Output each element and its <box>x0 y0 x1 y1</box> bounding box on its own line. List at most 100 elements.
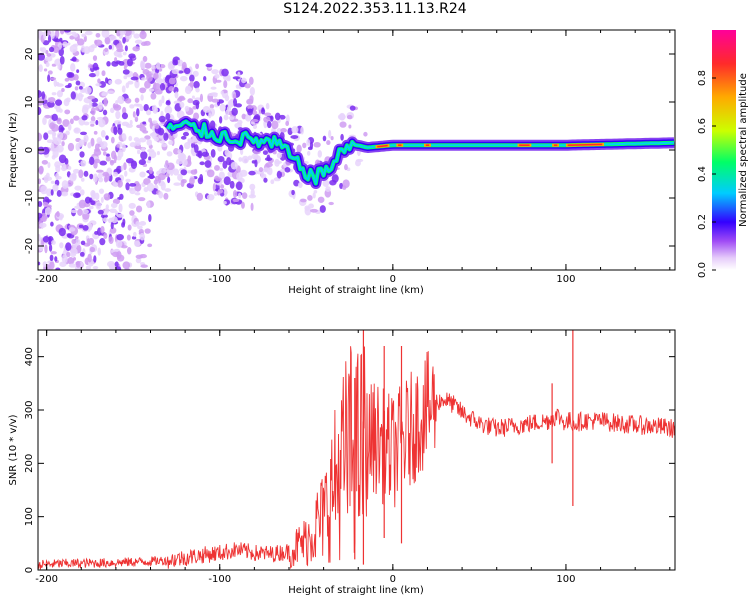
colorbar-tick-label: 0.0 <box>697 262 708 278</box>
spectrum-noise-point <box>151 104 157 112</box>
spectrum-noise-point <box>285 120 290 127</box>
spectrum-noise-point <box>219 116 223 124</box>
spectrum-noise-point <box>262 150 268 155</box>
spectrum-noise-point <box>129 142 137 148</box>
spectrum-noise-point <box>126 234 131 241</box>
spectrum-noise-point <box>180 135 187 140</box>
spectrum-noise-point <box>144 228 151 234</box>
spectrum-noise-point <box>90 106 96 116</box>
spectrum-noise-point <box>247 104 254 110</box>
spectrum-noise-point <box>153 136 159 142</box>
spectrum-noise-point <box>89 246 96 253</box>
spectrum-noise-point <box>41 159 49 165</box>
spectrum-noise-point <box>176 110 185 119</box>
spectrum-noise-point <box>75 192 81 198</box>
spectrum-noise-point <box>163 132 169 141</box>
spectrum-noise-point <box>101 91 108 96</box>
spectrum-noise-point <box>38 178 41 185</box>
spectrum-noise-point <box>100 225 105 234</box>
spectrum-noise-point <box>121 143 126 153</box>
spectrum-noise-point <box>53 79 58 87</box>
spectrum-noise-point <box>102 217 108 223</box>
colorbar-tick-label: 0.4 <box>697 166 708 182</box>
spectrum-noise-point <box>50 30 55 39</box>
spectrum-noise-point <box>108 236 114 245</box>
spectrum-noise-point <box>51 113 58 122</box>
spectrum-noise-point <box>276 152 282 159</box>
spectrum-noise-point <box>296 144 302 153</box>
spectrum-noise-point <box>82 104 90 111</box>
spectrum-noise-point <box>62 191 67 196</box>
spectrum-noise-point <box>222 160 228 169</box>
spectrum-noise-point <box>41 91 46 100</box>
spectrum-noise-point <box>141 147 146 153</box>
spectrum-noise-point <box>147 243 153 248</box>
spectrum-noise-point <box>191 95 195 99</box>
spectrum-noise-point <box>166 151 173 157</box>
spectrum-noise-point <box>50 251 57 255</box>
spectrum-noise-point <box>43 31 47 40</box>
spectrum-noise-point <box>187 138 191 144</box>
spectrum-noise-point <box>91 191 96 201</box>
spectrum-noise-point <box>302 142 307 149</box>
spectrum-noise-point <box>163 192 169 200</box>
snr-x-tick-label: 100 <box>556 574 575 585</box>
spectrum-noise-point <box>72 43 79 47</box>
spectrum-noise-point <box>87 95 96 100</box>
spectrum-noise-point <box>60 127 65 131</box>
snr-x-axis-label: Height of straight line (km) <box>288 585 424 596</box>
spectrum-noise-point <box>317 196 325 203</box>
spectrum-noise-point <box>70 248 78 256</box>
spectrum-noise-point <box>147 175 156 179</box>
spectrum-noise-point <box>235 84 241 89</box>
spectrum-noise-point <box>137 197 146 202</box>
spectrum-noise-point <box>180 169 188 176</box>
spectrum-noise-point <box>128 202 136 209</box>
spectrum-noise-point <box>65 242 72 251</box>
spectrum-noise-point <box>300 126 304 135</box>
spectrum-noise-point <box>120 165 124 172</box>
spectrum-noise-point <box>94 39 103 47</box>
spectrum-noise-point <box>67 142 75 152</box>
spectrum-noise-point <box>116 251 122 260</box>
spectrum-noise-point <box>248 76 254 85</box>
spectrum-noise-point <box>77 208 83 216</box>
spectrum-noise-point <box>95 32 101 38</box>
snr-y-tick-label: 200 <box>24 454 35 473</box>
spectrum-noise-point <box>266 121 272 129</box>
spectrum-noise-point <box>168 140 174 145</box>
spectrum-noise-point <box>79 131 87 136</box>
spectrum-noise-point <box>140 264 148 268</box>
spectrum-noise-point <box>61 180 69 189</box>
spectrum-noise-point <box>319 205 326 213</box>
spectrum-noise-point <box>94 230 99 235</box>
spectrum-noise-point <box>61 87 65 93</box>
spectrum-noise-point <box>46 139 54 144</box>
spectrum-noise-point <box>160 181 166 191</box>
spectrum-noise-point <box>71 56 77 62</box>
spectrum-noise-point <box>174 91 179 99</box>
spectrum-noise-point <box>116 143 120 148</box>
spectrum-noise-point <box>118 61 125 66</box>
spectrum-noise-point <box>38 212 43 219</box>
spectrum-noise-point <box>56 144 64 153</box>
spectrum-noise-point <box>70 63 76 72</box>
spectrum-noise-point <box>103 232 108 240</box>
spectrum-noise-point <box>96 169 104 173</box>
spectrum-noise-point <box>214 164 220 171</box>
spectrum-noise-point <box>205 63 213 68</box>
spectrum-noise-point <box>240 77 247 84</box>
spectrum-noise-point <box>250 202 254 211</box>
spectrum-noise-point <box>328 129 332 139</box>
spectrum-noise-point <box>55 83 64 87</box>
spectrum-noise-point <box>43 68 48 72</box>
spectrum-y-tick-label: 20 <box>24 48 35 61</box>
spectrum-noise-point <box>232 98 238 107</box>
spectrum-y-tick-label: -10 <box>24 190 35 206</box>
spectrum-noise-point <box>261 108 266 115</box>
spectrum-noise-point <box>55 99 63 106</box>
spectrum-noise-point <box>260 173 267 179</box>
spectrum-noise-point <box>57 64 61 70</box>
spectrum-noise-point <box>123 75 128 80</box>
